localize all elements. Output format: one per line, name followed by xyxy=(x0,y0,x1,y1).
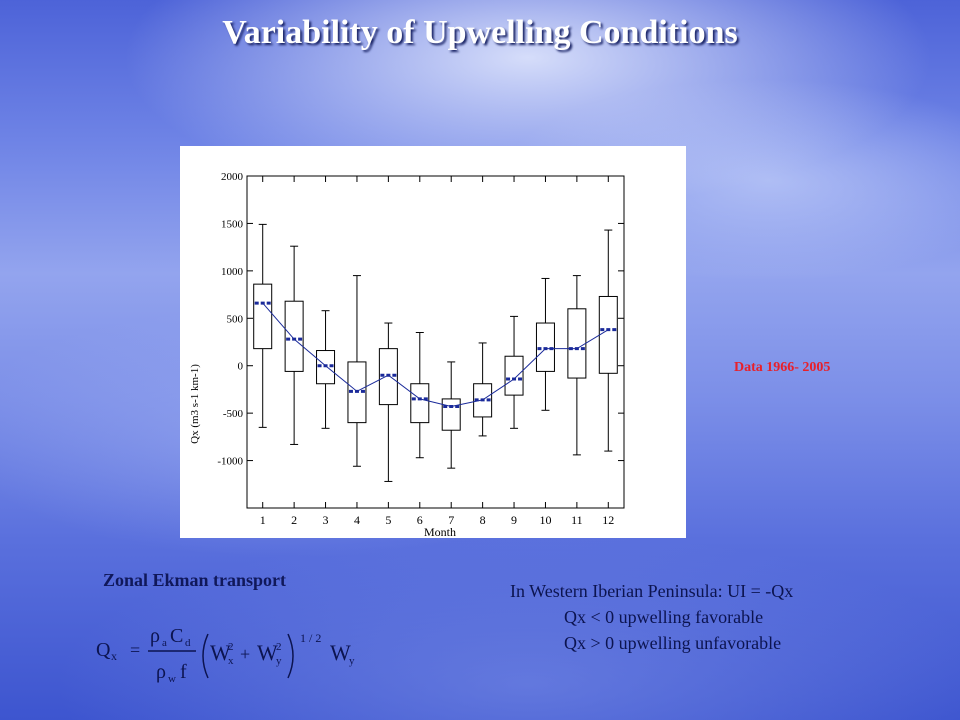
formula-wx-sq: 2 xyxy=(228,641,234,653)
box xyxy=(504,355,524,396)
formula-wy: W xyxy=(257,640,278,665)
box xyxy=(441,398,461,431)
formula-wy-sub: y xyxy=(276,655,282,667)
upwelling-index-text: In Western Iberian Peninsula: UI = -Qx Q… xyxy=(490,578,910,656)
x-tick-label: 4 xyxy=(354,513,360,527)
x-tick-label: 8 xyxy=(480,513,486,527)
y-tick-label: 2000 xyxy=(221,171,244,183)
x-tick-label: 10 xyxy=(539,513,551,527)
ui-favorable: Qx < 0 upwelling favorable xyxy=(564,607,764,627)
formula-f: f xyxy=(180,661,187,683)
formula-wy-sq: 2 xyxy=(276,641,282,653)
formula-wx: W xyxy=(210,640,231,665)
x-tick-label: 3 xyxy=(323,513,329,527)
x-tick-label: 7 xyxy=(448,513,454,527)
formula-rho-w-sub: w xyxy=(168,673,176,685)
y-axis-label: Qx (m3 s-1 km-1) xyxy=(189,364,201,444)
ui-unfavorable: Qx > 0 upwelling unfavorable xyxy=(564,633,782,653)
formula-plus: + xyxy=(240,644,250,664)
formula-cd-sub: d xyxy=(185,637,191,649)
plot-frame xyxy=(246,175,625,509)
y-tick-label: 1500 xyxy=(221,218,244,230)
y-tick-label: 500 xyxy=(227,313,244,325)
box xyxy=(410,383,430,424)
x-tick-label: 11 xyxy=(571,513,583,527)
boxplot-chart: 2000 1500 1000 500 0 -500 -1000 1 2 3 4 5 6 7 8 9 10 11 12… xyxy=(180,146,686,538)
formula-w-last: W xyxy=(330,640,351,665)
x-tick-label: 2 xyxy=(291,513,297,527)
mean-trend-line xyxy=(262,302,609,408)
ui-definition: In Western Iberian Peninsula: UI = -Qx xyxy=(510,581,794,601)
y-tick-label: 0 xyxy=(238,361,244,373)
x-axis-label: Month xyxy=(424,525,456,538)
formula-equals: = xyxy=(130,640,140,660)
left-paren xyxy=(202,633,209,679)
y-tick-label: -1000 xyxy=(217,456,243,468)
formula-exponent: 1 / 2 xyxy=(300,631,321,645)
x-tick-label: 1 xyxy=(260,513,266,527)
formula-wx-sub: x xyxy=(228,655,234,667)
box xyxy=(253,283,273,350)
y-tick-label: 1000 xyxy=(221,266,244,278)
formula-cd: C xyxy=(170,625,183,647)
slide-title: Variability of Upwelling Conditions xyxy=(222,14,738,51)
y-tick-label: -500 xyxy=(223,408,244,420)
box xyxy=(284,300,304,372)
formula-rho-w: ρ xyxy=(156,661,166,683)
formula-rho-a-sub: a xyxy=(162,637,167,649)
ekman-formula: Q x = ρ a C d ρ w f W 2 x + W 2 y 1 / 2 … xyxy=(96,625,355,685)
formula-q: Q xyxy=(96,639,111,661)
formula-w-last-sub: y xyxy=(349,655,355,667)
right-paren xyxy=(287,633,294,679)
data-period-note: Data 1966- 2005 xyxy=(734,360,831,375)
x-tick-label: 6 xyxy=(417,513,423,527)
formula-rho-a: ρ xyxy=(150,625,160,647)
box xyxy=(567,308,587,379)
ekman-transport-label: Zonal Ekman transport xyxy=(103,570,287,590)
x-tick-label: 5 xyxy=(385,513,391,527)
x-tick-label: 9 xyxy=(511,513,517,527)
x-tick-label: 12 xyxy=(602,513,614,527)
formula-q-sub: x xyxy=(111,649,117,663)
box xyxy=(598,295,618,374)
